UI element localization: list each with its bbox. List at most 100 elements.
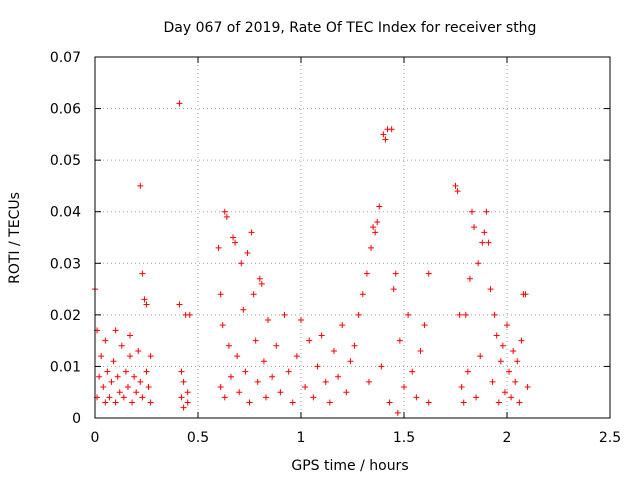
x-tick-label: 0 [91,430,100,446]
data-point [102,337,109,344]
data-point [262,394,269,401]
data-point [178,368,185,375]
data-point [285,368,292,375]
data-point [217,384,224,391]
data-point [510,347,517,354]
data-point [508,394,515,401]
data-point [370,224,377,231]
data-point [330,347,337,354]
data-point [133,389,140,396]
data-point [318,332,325,339]
data-point [386,399,393,406]
data-point [114,373,121,380]
data-point [139,394,146,401]
data-point [401,384,407,391]
data-point [466,275,473,282]
data-point [501,389,508,396]
data-point [302,384,309,391]
data-point [473,394,480,401]
data-point [265,317,272,324]
data-point [485,239,492,246]
data-point [464,368,471,375]
data-point [124,384,131,391]
data-point [339,322,346,329]
data-point [143,368,150,375]
data-point [477,353,484,360]
data-point [310,394,317,401]
data-point [145,384,152,391]
data-point [240,306,247,313]
data-point [504,322,510,329]
data-point [372,229,379,236]
data-point [129,399,136,406]
data-point [522,291,529,298]
data-point [512,378,519,385]
data-point [489,378,496,385]
data-point [454,188,461,195]
data-point [417,347,424,354]
x-tick-label: 1 [297,430,306,446]
data-point [106,394,113,401]
data-point [355,311,362,318]
data-point [456,311,463,318]
data-point [250,291,257,298]
data-point [139,270,146,277]
data-point [421,322,428,329]
data-point [281,311,288,318]
data-point [232,239,239,246]
data-point [227,373,234,380]
data-point [230,234,237,241]
data-point [147,353,154,360]
data-point [180,378,187,385]
data-point [178,394,185,401]
data-point [180,404,187,411]
chart-title: Day 067 of 2019, Rate Of TEC Index for r… [164,20,537,36]
data-point [479,239,486,246]
y-tick-label: 0 [72,411,81,427]
data-point [347,358,354,365]
data-points [92,100,531,416]
data-point [184,399,191,406]
x-axis-label: GPS time / hours [291,458,408,474]
data-point [380,131,387,138]
data-point [127,332,134,339]
x-tick-label: 2.5 [599,430,621,446]
data-point [98,353,105,360]
data-point [186,311,193,318]
data-point [131,373,138,380]
data-point [244,249,251,256]
data-point [225,342,232,349]
tick-labels: 0 0.5 1 1.5 2 2.5 0 0.01 0.02 0.03 0.04 0.05 0.06 0.0… [50,50,621,446]
data-point [258,280,265,287]
data-point [493,332,500,339]
data-point [497,358,504,365]
grid-lines [95,57,610,418]
data-point [141,296,148,303]
data-point [273,342,280,349]
data-point [96,373,103,380]
data-point [120,394,127,401]
data-point [524,384,531,391]
data-point [256,275,263,282]
data-point [506,368,513,375]
y-axis-label: ROTI / TECUs [7,192,23,284]
data-point [252,337,259,344]
x-tick-label: 0.5 [187,430,209,446]
data-point [219,322,226,329]
data-point [306,337,313,344]
data-point [390,286,397,293]
data-point [378,363,385,370]
data-point [110,358,117,365]
data-point [365,378,372,385]
data-point [215,244,222,251]
y-tick-label: 0.07 [50,50,81,66]
data-point [475,260,482,267]
data-point [176,301,183,308]
data-point [221,208,228,215]
data-point [487,286,494,293]
data-point [234,353,241,360]
data-point [248,229,255,236]
data-point [376,203,383,210]
data-point [392,270,399,277]
